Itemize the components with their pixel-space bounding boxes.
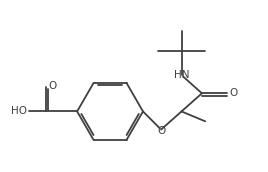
Text: HN: HN [174, 70, 189, 80]
Text: O: O [157, 126, 166, 136]
Text: O: O [49, 81, 57, 91]
Text: O: O [229, 88, 237, 98]
Text: HO: HO [11, 106, 27, 116]
